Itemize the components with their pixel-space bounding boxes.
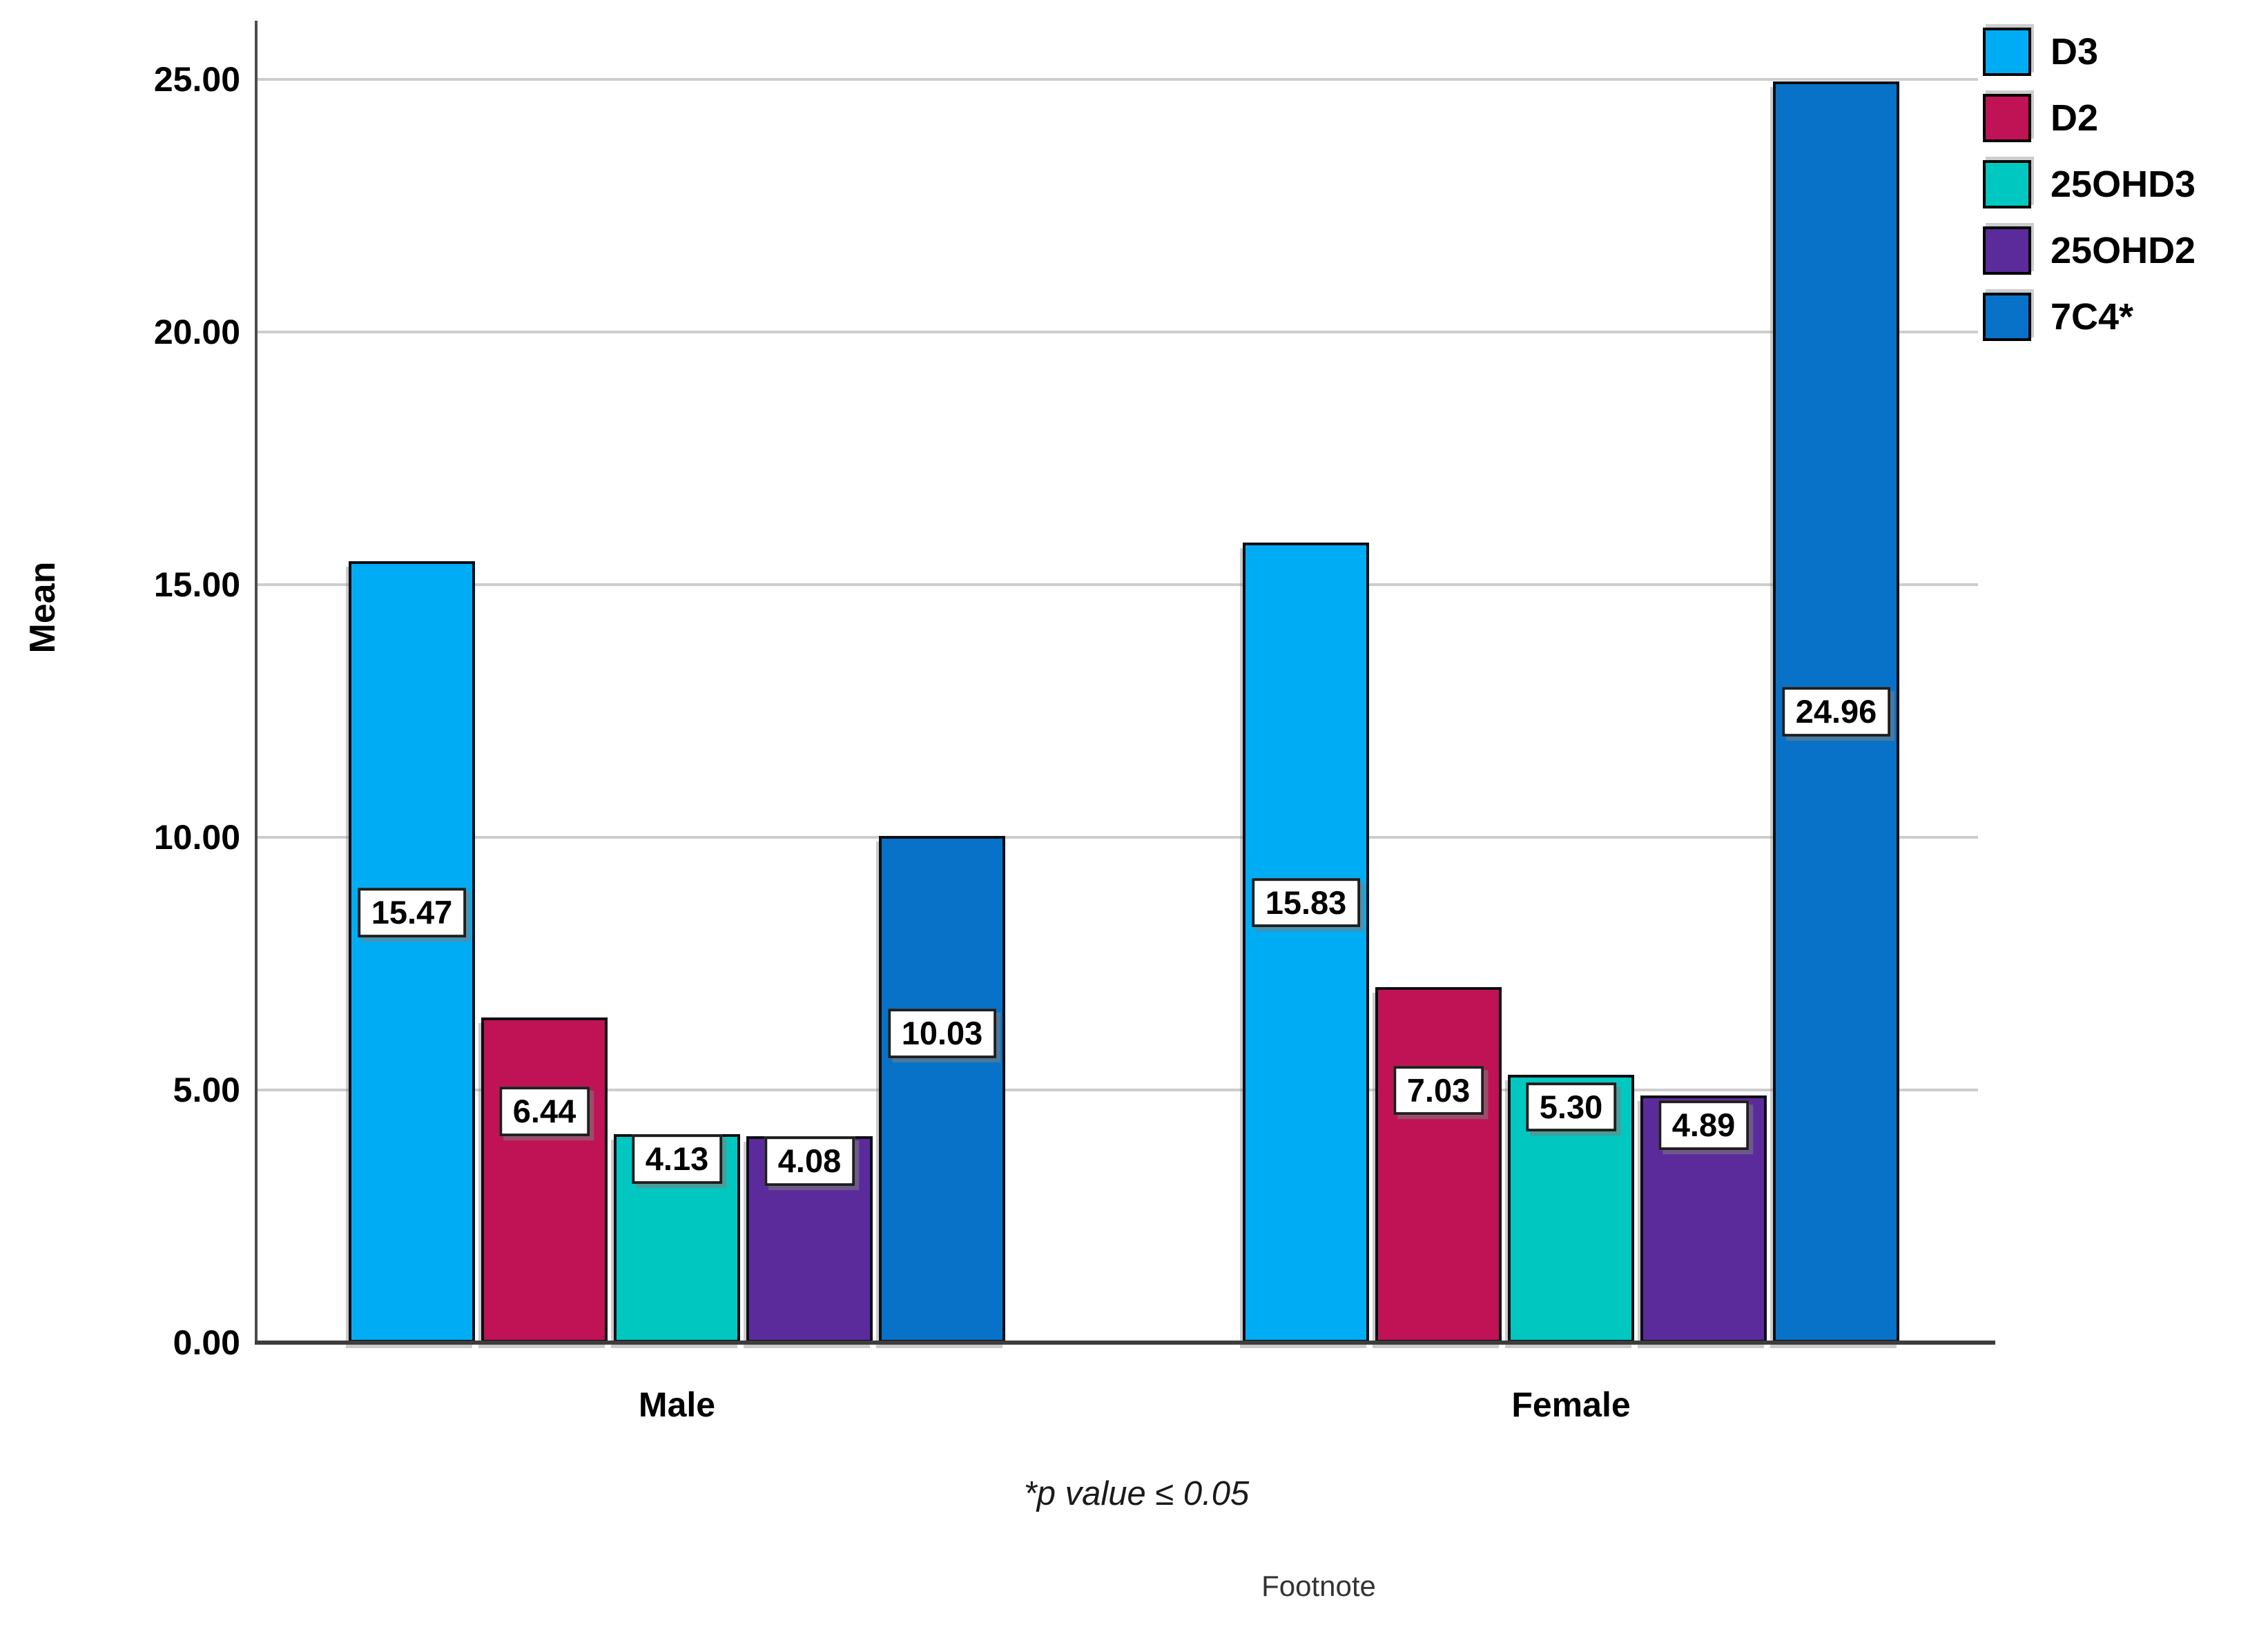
- legend-label: 25OHD2: [2051, 230, 2196, 271]
- legend-swatch-icon: [1983, 226, 2031, 275]
- bar-value-label: 4.13: [631, 1134, 723, 1184]
- gridline-y-10.00: [258, 836, 1978, 839]
- bar-value-label: 15.83: [1251, 877, 1361, 928]
- bar-value-label: 10.03: [887, 1009, 997, 1058]
- legend-item-d2: D2: [1983, 94, 2196, 142]
- y-tick-label: 0.00: [173, 1323, 240, 1362]
- footnote-caption: Footnote: [1261, 1570, 1376, 1602]
- significance-footnote: *p value ≤ 0.05: [1023, 1475, 1250, 1512]
- legend-label: 25OHD3: [2051, 164, 2196, 205]
- legend-swatch-icon: [1983, 160, 2031, 208]
- x-category-label-female: Female: [1511, 1385, 1631, 1424]
- legend-label: 7C4*: [2051, 296, 2134, 338]
- bar-value-label: 4.89: [1658, 1100, 1750, 1150]
- x-category-label-male: Male: [638, 1385, 716, 1424]
- legend-item-d3: D3: [1983, 28, 2196, 76]
- bar-d2-male: [481, 1017, 608, 1343]
- gridline-y-25.00: [258, 78, 1978, 81]
- gridline-y-20.00: [258, 331, 1978, 333]
- y-tick-label: 25.00: [153, 60, 240, 99]
- bar-d2-female: [1375, 987, 1502, 1343]
- bar-value-label: 7.03: [1393, 1065, 1484, 1115]
- bar-value-label: 5.30: [1525, 1082, 1617, 1132]
- y-tick-label: 20.00: [153, 313, 240, 351]
- bar-d3-male: [349, 561, 475, 1343]
- legend-swatch-icon: [1983, 94, 2031, 142]
- x-axis-line: [255, 1341, 1995, 1345]
- legend-label: D2: [2051, 97, 2099, 139]
- legend-item-25ohd3: 25OHD3: [1983, 160, 2196, 208]
- y-tick-label: 10.00: [153, 818, 240, 857]
- bar-value-label: 15.47: [357, 888, 467, 938]
- bar-value-label: 6.44: [498, 1087, 590, 1137]
- bar-7c4*-male: [879, 835, 1005, 1343]
- y-tick-label: 15.00: [153, 565, 240, 604]
- legend-item-7c4*: 7C4*: [1983, 293, 2196, 341]
- gridline-y-5.00: [258, 1089, 1978, 1091]
- bar-value-label: 24.96: [1781, 687, 1891, 737]
- legend-label: D3: [2051, 31, 2099, 72]
- legend-item-25ohd2: 25OHD2: [1983, 226, 2196, 275]
- y-tick-label: 5.00: [173, 1071, 240, 1109]
- bar-value-label: 4.08: [764, 1136, 855, 1187]
- legend: D3 D2 25OHD3 25OHD2 7C4*: [1983, 28, 2196, 341]
- gridline-y-15.00: [258, 583, 1978, 586]
- legend-swatch-icon: [1983, 293, 2031, 341]
- bar-d3-female: [1243, 543, 1369, 1343]
- y-axis-line: [255, 21, 258, 1345]
- legend-swatch-icon: [1983, 28, 2031, 76]
